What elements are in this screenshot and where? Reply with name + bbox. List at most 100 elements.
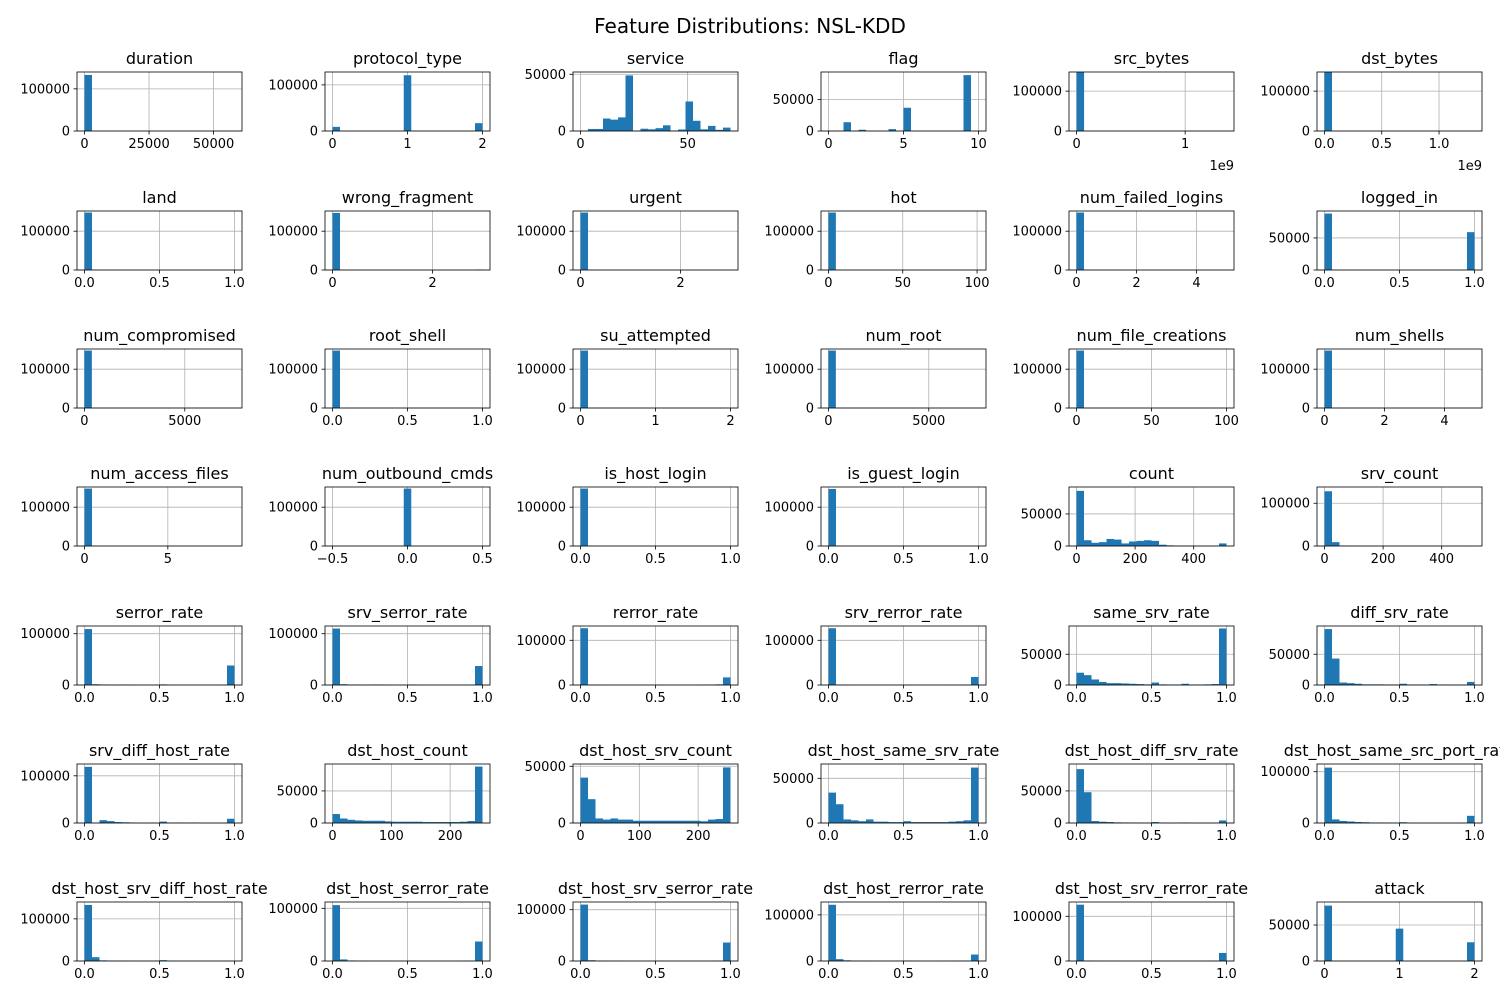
- y-tick-label: 100000: [1012, 225, 1062, 240]
- histogram-bar: [227, 665, 235, 685]
- histogram-bar: [723, 767, 731, 823]
- histogram-bar: [377, 820, 385, 823]
- plot-area: [77, 72, 242, 131]
- subplot-title: dst_host_srv_count: [579, 741, 732, 761]
- axes-frame: [572, 763, 739, 824]
- x-tick-label: 200: [1371, 552, 1396, 567]
- x-tick-label: 0: [80, 414, 88, 429]
- histogram-bar: [678, 129, 686, 131]
- subplot-title: dst_host_serror_rate: [326, 879, 489, 899]
- x-tick-label: 2: [428, 276, 436, 291]
- x-tick-label: 0: [1072, 552, 1080, 567]
- x-tick-label: 2: [1132, 276, 1140, 291]
- subplot-title: num_shells: [1355, 326, 1444, 346]
- figure-title: Feature Distributions: NSL-KDD: [594, 14, 906, 38]
- subplot-title: dst_bytes: [1361, 49, 1438, 69]
- x-tick-label: 0.0: [74, 691, 95, 706]
- x-tick-label: 0.5: [1389, 276, 1410, 291]
- histogram-bar: [655, 820, 663, 823]
- x-tick-label: 4: [1440, 414, 1448, 429]
- y-tick-label: 100000: [268, 902, 318, 917]
- y-tick-label: 50000: [1021, 507, 1062, 522]
- subplot-title: num_failed_logins: [1080, 188, 1224, 208]
- subplot-serror-rate: 0.0 0.5 1.0 0 100000 serror_rate: [20, 603, 244, 706]
- histogram-bar: [362, 820, 370, 823]
- histogram-bar: [1114, 539, 1122, 546]
- subplot-title: dst_host_srv_rerror_rate: [1055, 879, 1248, 899]
- x-tick-label: 0.5: [893, 967, 914, 982]
- subplot-is-guest-login: 0.0 0.5 1.0 0 100000 is_guest_login: [764, 464, 988, 567]
- subplot-title: srv_count: [1361, 464, 1439, 484]
- histogram-bar: [227, 818, 235, 823]
- histogram-bar: [84, 212, 92, 270]
- x-tick-label: 50: [894, 276, 911, 291]
- histogram-bar: [332, 350, 340, 408]
- histogram-bar: [422, 822, 430, 823]
- histogram-bar: [99, 820, 107, 823]
- y-tick-label: 0: [310, 125, 318, 140]
- y-tick-label: 0: [806, 679, 814, 694]
- histogram-bar: [618, 117, 626, 131]
- histogram-bar: [340, 818, 348, 823]
- y-tick-label: 0: [1054, 955, 1062, 970]
- x-tick-label: 1.0: [1464, 276, 1485, 291]
- y-tick-label: 100000: [268, 501, 318, 516]
- subplot-title: logged_in: [1361, 188, 1438, 208]
- y-tick-label: 100000: [516, 363, 566, 378]
- histogram-bar: [685, 820, 693, 823]
- histogram-bar: [633, 820, 641, 823]
- y-tick-label: 0: [62, 817, 70, 832]
- y-tick-label: 0: [806, 402, 814, 417]
- histogram-bar: [1151, 682, 1159, 685]
- plot-area: [1317, 487, 1482, 546]
- histogram-bar: [332, 628, 340, 685]
- x-tick-label: 1: [1181, 137, 1189, 152]
- x-tick-label: 0: [576, 137, 584, 152]
- subplot-logged-in: 0.0 0.5 1.0 0 50000 logged_in: [1269, 188, 1485, 291]
- histogram-bar: [678, 820, 686, 823]
- x-tick-label: 0.0: [818, 691, 839, 706]
- histogram-bar: [723, 942, 731, 961]
- x-tick-label: 0: [1320, 552, 1328, 567]
- histogram-bar: [1129, 683, 1137, 685]
- histogram-bar: [400, 821, 408, 823]
- subplot-dst-host-same-src-port-rate: 0.0 0.5 1.0 0 100000 dst_host_same_src_port_r…: [1260, 741, 1500, 844]
- histogram-bar: [1151, 822, 1159, 823]
- subplot-title: wrong_fragment: [342, 188, 473, 208]
- x-tick-label: 0.5: [149, 829, 170, 844]
- y-tick-label: 100000: [1012, 910, 1062, 925]
- histogram-bar: [625, 819, 633, 823]
- x-tick-label: 0.5: [149, 691, 170, 706]
- y-tick-label: 100000: [516, 501, 566, 516]
- histogram-bar: [475, 941, 483, 961]
- x-tick-label: 0.0: [74, 276, 95, 291]
- histogram-bar: [580, 628, 588, 685]
- y-tick-label: 0: [558, 402, 566, 417]
- x-tick-label: 1.0: [720, 691, 741, 706]
- subplot-num-shells: 0 2 4 0 100000 num_shells: [1260, 326, 1483, 429]
- histogram-bar: [1324, 213, 1332, 270]
- subplot-title: srv_diff_host_rate: [89, 741, 230, 761]
- histogram-bar: [437, 822, 445, 823]
- subplot-root-shell: 0.0 0.5 1.0 0 100000 root_shell: [268, 326, 492, 429]
- subplot-dst-host-srv-count: 0 100 200 0 50000 dst_host_srv_count: [525, 741, 739, 844]
- histogram-bar: [971, 954, 979, 961]
- histogram-bar: [1467, 942, 1475, 961]
- subplot-title: flag: [888, 49, 918, 68]
- x-tick-label: 2: [726, 414, 734, 429]
- axes-frame: [1068, 71, 1235, 132]
- histogram-bar: [370, 820, 378, 823]
- x-tick-label: 2: [478, 137, 486, 152]
- y-tick-label: 0: [1302, 402, 1310, 417]
- y-tick-label: 100000: [20, 501, 70, 516]
- histogram-bar: [84, 904, 92, 961]
- y-tick-label: 0: [1302, 955, 1310, 970]
- y-tick-label: 100000: [268, 225, 318, 240]
- histogram-bar: [430, 822, 438, 823]
- x-tick-label: 5: [899, 137, 907, 152]
- subplot-dst-host-same-srv-rate: 0.0 0.5 1.0 0 50000 dst_host_same_srv_rate: [773, 741, 1000, 844]
- y-tick-label: 50000: [277, 784, 318, 799]
- histogram-bar: [963, 75, 971, 131]
